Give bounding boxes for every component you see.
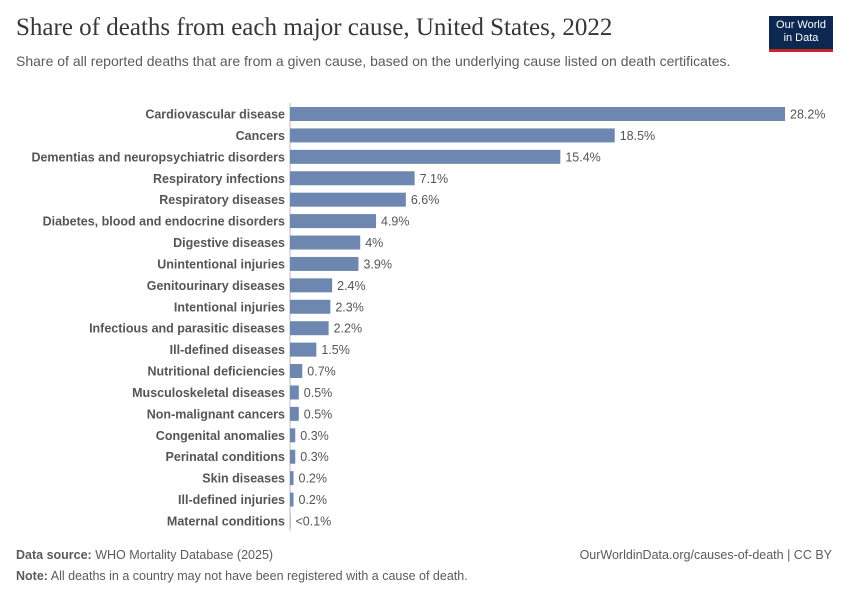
value-label: 0.2% — [299, 472, 328, 486]
bar — [290, 256, 359, 271]
bar — [290, 149, 561, 164]
category-label: Skin diseases — [202, 472, 285, 486]
chart-subtitle: Share of all reported deaths that are fr… — [16, 53, 731, 69]
category-label: Diabetes, blood and endocrine disorders — [43, 215, 285, 229]
value-label: 0.7% — [307, 365, 336, 379]
category-label: Genitourinary diseases — [147, 279, 285, 293]
value-label: 15.4% — [565, 150, 600, 164]
category-label: Respiratory infections — [153, 172, 285, 186]
value-label: 2.2% — [334, 322, 363, 336]
value-label: 0.2% — [299, 493, 328, 507]
category-label: Respiratory diseases — [159, 193, 285, 207]
category-label: Cardiovascular disease — [145, 108, 285, 122]
value-label: 18.5% — [620, 129, 655, 143]
bar — [290, 321, 329, 336]
bar — [290, 192, 406, 207]
bar — [290, 107, 785, 121]
data-source: Data source: WHO Mortality Database (202… — [16, 548, 273, 562]
value-label: <0.1% — [296, 514, 332, 528]
value-label: 1.5% — [321, 343, 350, 357]
category-label: Maternal conditions — [167, 514, 285, 528]
bar — [290, 128, 615, 143]
bar — [290, 449, 296, 464]
value-label: 0.3% — [300, 429, 329, 443]
category-label: Dementias and neuropsychiatric disorders — [31, 150, 285, 164]
value-label: 0.5% — [304, 386, 333, 400]
value-label: 3.9% — [363, 257, 392, 271]
bar — [290, 278, 333, 293]
category-label: Intentional injuries — [174, 300, 285, 314]
category-label: Unintentional injuries — [157, 257, 285, 271]
value-label: 2.4% — [337, 279, 366, 293]
bar — [290, 471, 294, 486]
value-label: 4.9% — [381, 215, 410, 229]
category-label: Congenital anomalies — [156, 429, 285, 443]
category-label: Non-malignant cancers — [147, 407, 285, 421]
bar — [290, 364, 303, 379]
value-label: 28.2% — [790, 108, 825, 122]
value-label: 0.3% — [300, 450, 329, 464]
bar — [290, 406, 299, 421]
note: Note: All deaths in a country may not ha… — [16, 569, 468, 583]
bar — [290, 342, 317, 357]
source-text: WHO Mortality Database (2025) — [95, 548, 274, 562]
source-url[interactable]: OurWorldinData.org/causes-of-death | CC … — [579, 548, 832, 562]
value-label: 0.5% — [304, 407, 333, 421]
category-label: Infectious and parasitic diseases — [89, 322, 285, 336]
category-label: Digestive diseases — [173, 236, 285, 250]
bar — [290, 428, 296, 443]
value-label: 7.1% — [420, 172, 449, 186]
bar — [290, 492, 294, 507]
category-label: Cancers — [236, 129, 285, 143]
owid-logo[interactable]: Our World in Data — [769, 16, 833, 52]
chart-title: Share of deaths from each major cause, U… — [16, 14, 613, 41]
bar — [290, 171, 415, 186]
bar — [290, 299, 331, 314]
category-label: Musculoskeletal diseases — [132, 386, 285, 400]
bar — [290, 235, 361, 250]
bar — [290, 513, 291, 528]
source-label: Data source: — [16, 548, 92, 562]
category-label: Perinatal conditions — [166, 450, 286, 464]
bar — [290, 214, 377, 229]
note-label: Note: — [16, 569, 48, 583]
note-text: All deaths in a country may not have bee… — [50, 569, 468, 583]
value-label: 6.6% — [411, 193, 440, 207]
value-label: 2.3% — [335, 300, 364, 314]
category-label: Ill-defined injuries — [178, 493, 285, 507]
bar — [290, 385, 299, 400]
value-label: 4% — [365, 236, 383, 250]
category-label: Ill-defined diseases — [170, 343, 285, 357]
category-label: Nutritional deficiencies — [147, 365, 285, 379]
